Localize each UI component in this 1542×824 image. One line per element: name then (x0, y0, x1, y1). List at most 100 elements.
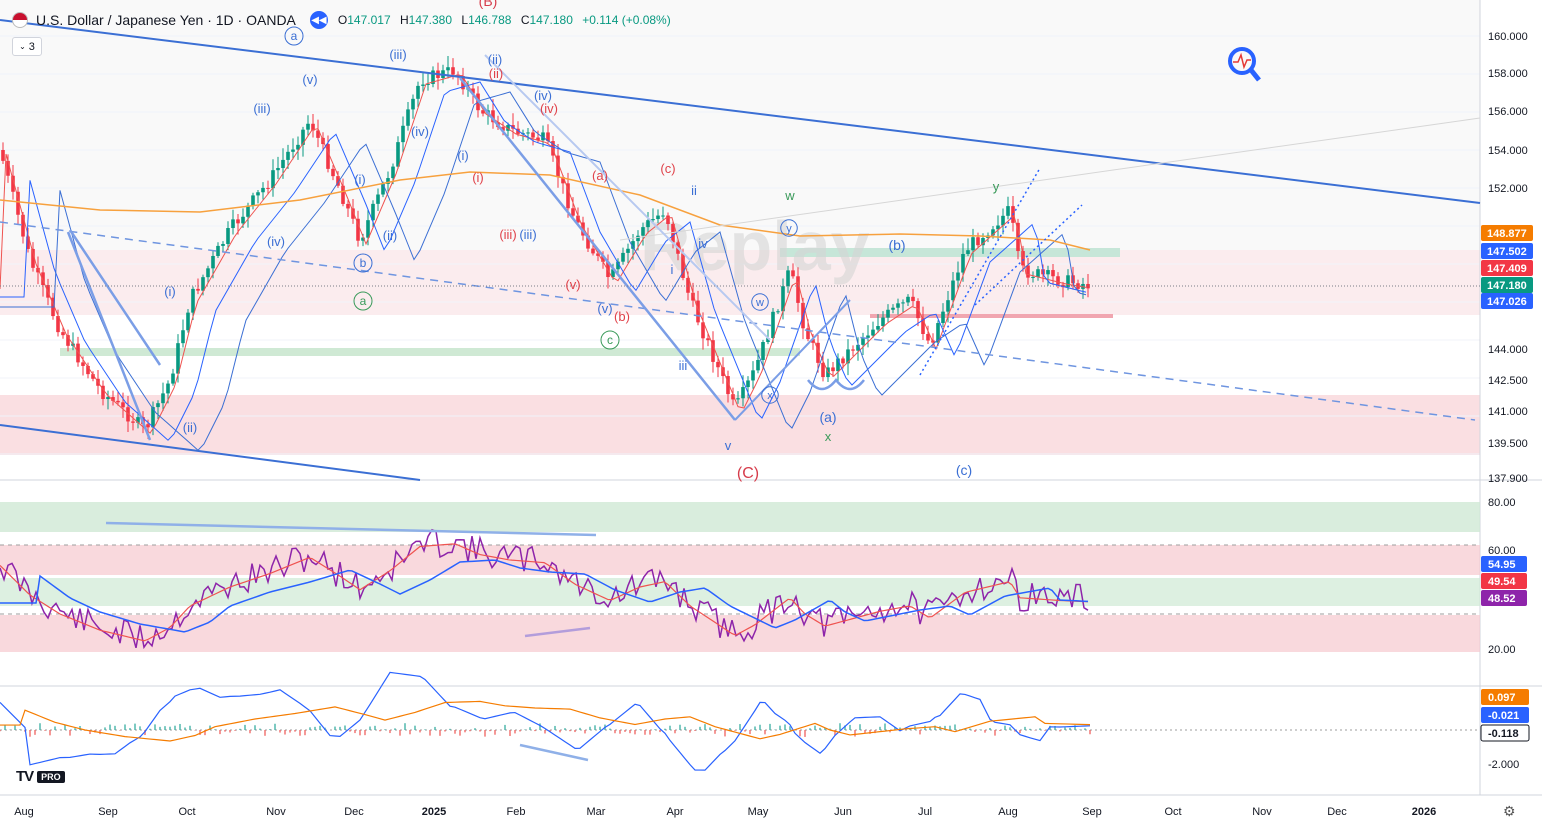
wave-label: (v) (565, 277, 580, 292)
price-tick-label: 142.500 (1488, 375, 1528, 387)
macd-histogram-bar (429, 730, 431, 736)
time-tick-label: Dec (1327, 806, 1347, 818)
macd-signal-line (0, 700, 1091, 742)
macd-histogram-bar (689, 730, 691, 733)
indicators-toggle[interactable]: ⌄ 3 (12, 37, 42, 56)
candle-body (16, 191, 20, 215)
macd-histogram-bar (909, 728, 911, 730)
candle-body (911, 296, 915, 302)
candle-body (411, 98, 415, 110)
candle-body (126, 407, 130, 422)
candle-body (661, 215, 665, 217)
macd-histogram-bar (199, 730, 201, 735)
magnifier-icon (1228, 47, 1256, 75)
price-tick-label: 137.900 (1488, 473, 1528, 485)
wave-label: v (725, 438, 732, 453)
macd-histogram-bar (184, 727, 186, 730)
macd-histogram-bar (639, 729, 641, 730)
wave-label: (i) (457, 148, 469, 163)
rsi-divergence-line-2 (524, 626, 591, 638)
macd-histogram-bar (384, 729, 386, 730)
wave-label: (v) (597, 301, 612, 316)
replay-icon[interactable]: ◀◀ (309, 11, 328, 29)
candle-body (881, 317, 885, 327)
candle-body (526, 132, 530, 134)
macd-histogram-bar (304, 730, 306, 736)
macd-histogram-bar (559, 730, 561, 733)
macd-histogram-bar (949, 725, 951, 730)
macd-histogram-bar (514, 730, 516, 734)
candle-body (181, 330, 185, 344)
macd-histogram-bar (709, 727, 711, 730)
candle-body (716, 361, 720, 368)
rsi-value-label: 54.95 (1488, 559, 1516, 571)
rebound-line (734, 299, 851, 421)
candle-body (286, 151, 290, 160)
macd-histogram-bar (64, 725, 66, 730)
macd-histogram-bar (0, 730, 1, 732)
macd-histogram-bar (264, 730, 266, 736)
candle-body (686, 277, 690, 293)
candle-body (921, 318, 925, 335)
symbol-title[interactable]: U.S. Dollar / Japanese Yen · 1D · OANDA (36, 12, 296, 28)
macd-label-bg (1481, 707, 1529, 723)
candle-body (866, 335, 870, 338)
wave-circle (751, 293, 769, 311)
candle-body (41, 272, 45, 286)
macd-histogram-bar (424, 729, 426, 730)
candle-body (596, 253, 600, 256)
candle-body (386, 178, 390, 184)
macd-histogram-bar (734, 730, 736, 731)
macd-histogram-bar (714, 730, 716, 734)
macd-histogram-bar (879, 726, 881, 730)
macd-histogram-bar (419, 730, 421, 733)
macd-histogram-bar (894, 727, 896, 730)
macd-histogram-bar (534, 730, 536, 732)
candle-body (481, 110, 485, 114)
wave-label: (B) (479, 0, 498, 9)
candle-body (946, 300, 950, 312)
candle-body (246, 205, 250, 217)
candle-body (711, 340, 715, 362)
channel-down-1 (459, 77, 736, 421)
candle-body (446, 67, 450, 71)
wave-label: (ii) (183, 420, 197, 435)
macd-histogram-bar (144, 730, 146, 736)
macd-histogram-bar (129, 728, 131, 730)
macd-histogram-bar (349, 730, 351, 732)
wave-label: y (786, 223, 792, 235)
wave-label: (ii) (488, 52, 502, 67)
candle-body (756, 359, 760, 371)
macd-histogram-bar (919, 730, 921, 735)
candle-body (571, 208, 575, 216)
time-tick-label: Jun (834, 806, 852, 818)
rsi-upper-zone (0, 545, 1480, 575)
macd-histogram-bar (799, 730, 801, 737)
candle-body (276, 167, 280, 171)
candle-body (561, 177, 565, 184)
candle-body (631, 241, 635, 249)
candle-body (391, 166, 395, 179)
wave-label: (iv) (267, 234, 285, 249)
candle-body (91, 374, 95, 379)
macd-histogram-bar (224, 730, 226, 732)
gear-icon[interactable]: ⚙ (1503, 803, 1516, 819)
macd-histogram-bar (79, 726, 81, 730)
macd-histogram-bar (39, 723, 41, 730)
change-value: +0.114 (+0.08%) (582, 13, 671, 27)
candle-body (376, 194, 380, 204)
candle-body (696, 300, 700, 323)
macd-histogram-bar (394, 728, 396, 730)
candle-body (136, 417, 140, 423)
macd-histogram-bar (929, 727, 931, 730)
macd-histogram-bar (834, 730, 836, 736)
macd-histogram-bar (269, 729, 271, 730)
macd-histogram-bar (544, 730, 546, 734)
macd-histogram-bar (169, 726, 171, 730)
macd-histogram-bar (414, 725, 416, 730)
macd-histogram-bar (4, 724, 6, 730)
double-bottom-path (807, 377, 865, 391)
macd-histogram-bar (669, 725, 671, 730)
macd-histogram-bar (314, 726, 316, 730)
